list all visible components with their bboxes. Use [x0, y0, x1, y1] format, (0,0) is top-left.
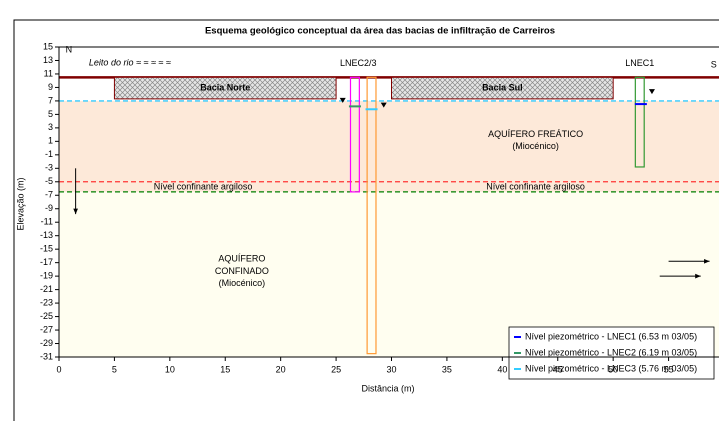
annotation: (Miocénico) [219, 278, 266, 288]
basin-label: Bacia Sul [482, 82, 523, 92]
basin-label: Bacia Norte [200, 82, 250, 92]
y-tick-label: 9 [48, 82, 53, 92]
y-tick-label: -25 [40, 311, 53, 321]
y-tick-label: -5 [45, 176, 53, 186]
y-tick-label: -27 [40, 324, 53, 334]
y-tick-label: -29 [40, 338, 53, 348]
legend-label: Nível piezométrico - LNEC1 (6.53 m 03/05… [525, 331, 697, 341]
y-axis-label: Elevação (m) [15, 177, 25, 230]
x-tick-label: 10 [165, 364, 175, 374]
x-tick-label: 35 [442, 364, 452, 374]
y-tick-label: 15 [43, 41, 53, 51]
annotation: (Miocénico) [512, 141, 559, 151]
y-tick-label: -13 [40, 230, 53, 240]
y-tick-label: 7 [48, 95, 53, 105]
annotation: LNEC2/3 [340, 58, 377, 68]
y-tick-label: -3 [45, 163, 53, 173]
x-tick-label: 30 [386, 364, 396, 374]
water-table-marker [339, 97, 346, 103]
y-tick-label: -31 [40, 351, 53, 361]
y-tick-label: -21 [40, 284, 53, 294]
flow-arrow-head [704, 258, 710, 264]
x-tick-label: 20 [276, 364, 286, 374]
y-tick-label: -11 [41, 217, 53, 227]
annotation: N [66, 45, 73, 55]
annotation: AQUÍFERO [218, 254, 265, 264]
x-tick-label: 0 [56, 364, 61, 374]
y-tick-label: -9 [45, 203, 53, 213]
y-tick-label: 5 [48, 109, 53, 119]
annotation: AQUÍFERO FREÁTICO [488, 129, 583, 139]
x-tick-label: 50 [608, 364, 618, 374]
well [366, 76, 377, 355]
annotation: CONFINADO [215, 266, 269, 276]
x-tick-label: 40 [497, 364, 507, 374]
y-tick-label: -17 [40, 257, 53, 267]
y-tick-label: -19 [40, 271, 53, 281]
y-tick-label: -7 [45, 190, 53, 200]
flow-arrow-head [73, 208, 78, 215]
y-tick-label: -15 [40, 244, 53, 254]
y-tick-label: -1 [45, 149, 53, 159]
x-tick-label: 25 [331, 364, 341, 374]
legend-label: Nível piezométrico - LNEC3 (5.76 m 03/05… [525, 363, 697, 373]
zone [59, 100, 719, 192]
legend-label: Nível piezométrico - LNEC2 (6.19 m 03/05… [525, 347, 697, 357]
water-table-marker [380, 102, 387, 108]
annotation: LNEC1 [625, 58, 654, 68]
x-tick-label: 5 [112, 364, 117, 374]
chart-title: Esquema geológico conceptual da área das… [205, 26, 555, 37]
x-tick-label: 45 [553, 364, 563, 374]
y-tick-label: 3 [48, 122, 53, 132]
basin [391, 76, 614, 100]
annotation: S [711, 60, 717, 70]
x-axis-label: Distância (m) [361, 383, 414, 393]
well [634, 76, 645, 168]
y-tick-label: 11 [44, 68, 53, 78]
flow-arrow-head [695, 273, 701, 279]
annotation: Nível confinante argiloso [486, 182, 585, 192]
legend-box [508, 326, 715, 380]
y-tick-label: 13 [43, 55, 53, 65]
annotation: Leito do rio ≈ ≈ ≈ ≈ ≈ [89, 58, 171, 68]
water-table-marker [648, 89, 655, 95]
y-tick-label: -23 [40, 297, 53, 307]
x-tick-label: 55 [664, 364, 674, 374]
y-tick-label: 1 [48, 136, 53, 146]
annotation: Nível confinante argiloso [154, 182, 253, 192]
well [349, 76, 360, 193]
x-tick-label: 15 [220, 364, 230, 374]
basin [113, 76, 337, 100]
